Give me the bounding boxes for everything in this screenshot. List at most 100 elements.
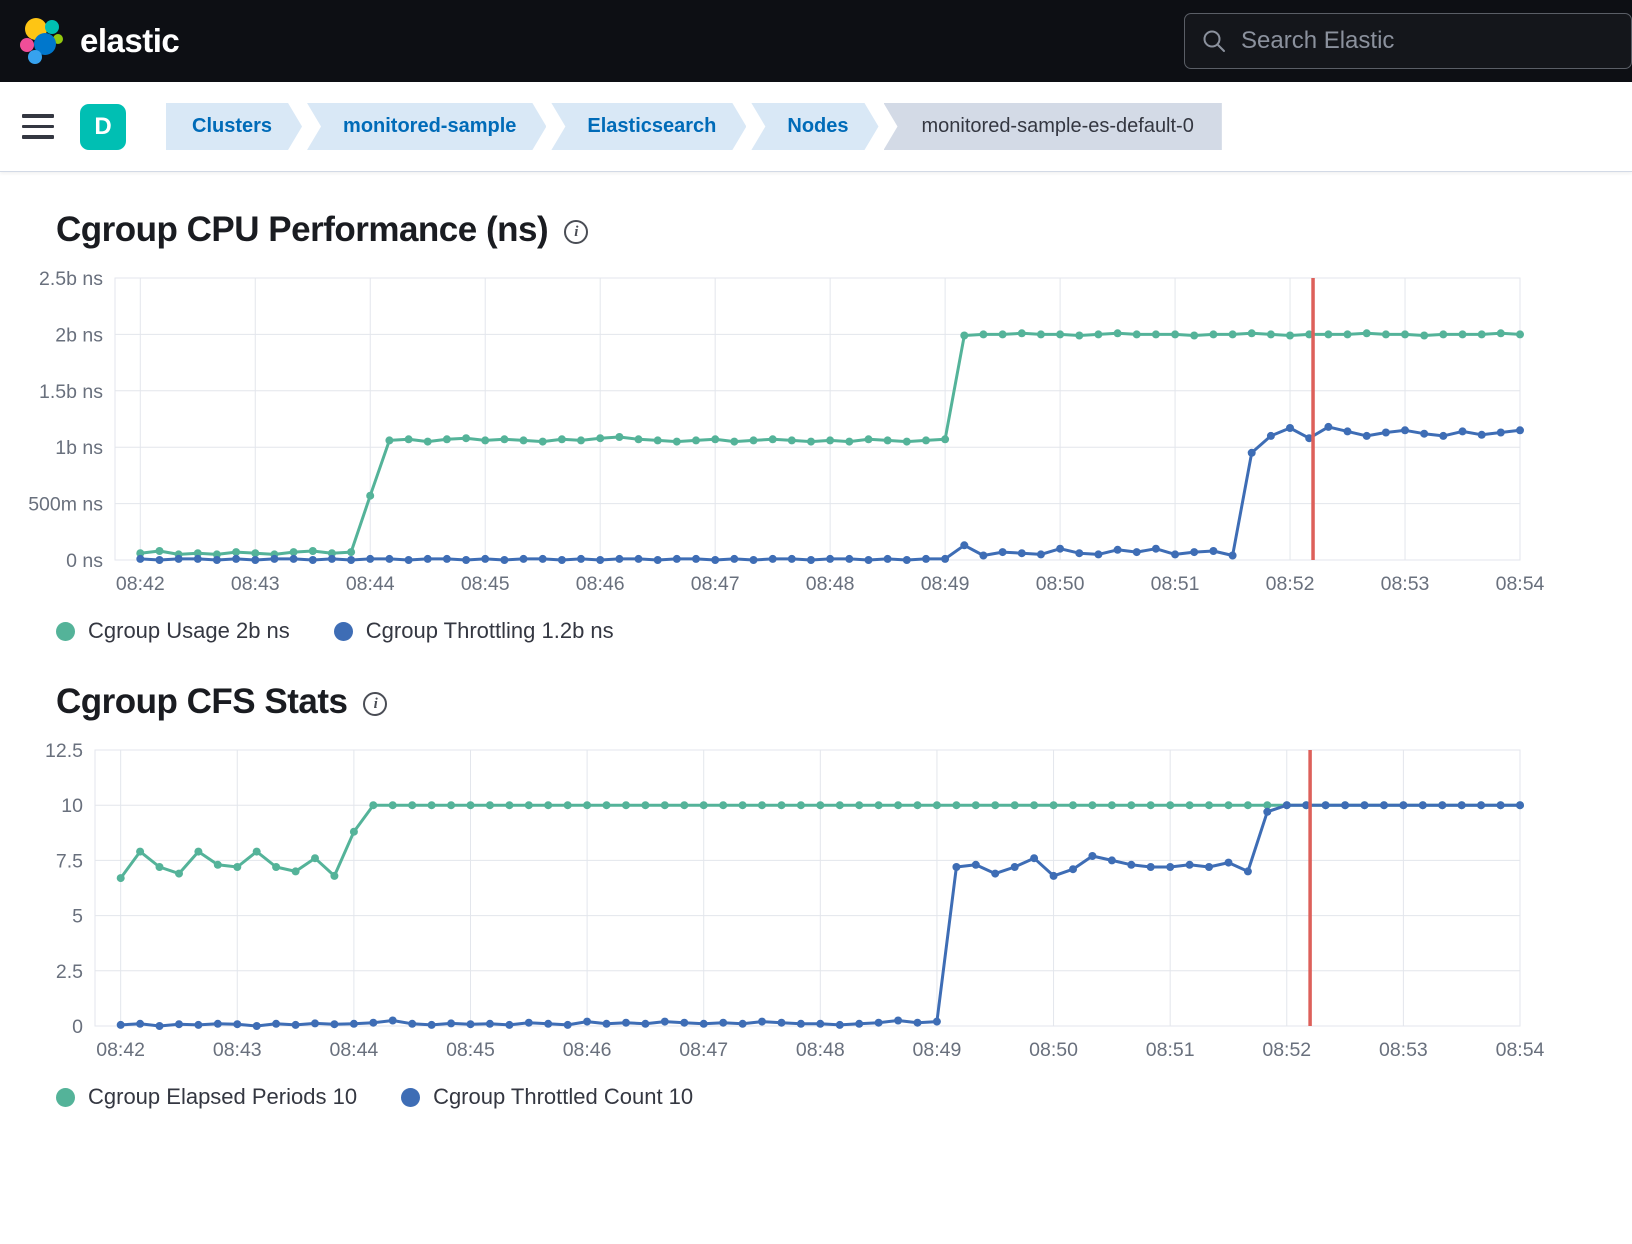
series-point[interactable] xyxy=(1185,860,1194,869)
series-point[interactable] xyxy=(1381,330,1390,339)
series-point[interactable] xyxy=(749,556,758,564)
series-point[interactable] xyxy=(1341,801,1350,810)
series-point[interactable] xyxy=(1282,801,1291,810)
series-point[interactable] xyxy=(1362,329,1371,338)
series-point[interactable] xyxy=(1401,330,1409,339)
series-point[interactable] xyxy=(251,556,260,564)
legend-item[interactable]: Cgroup Usage 2b ns xyxy=(56,618,290,644)
info-icon[interactable]: i xyxy=(564,220,589,244)
series-point[interactable] xyxy=(462,556,471,564)
series-point[interactable] xyxy=(680,801,689,810)
series-point[interactable] xyxy=(577,554,585,563)
series-point[interactable] xyxy=(175,869,183,878)
series-point[interactable] xyxy=(1146,801,1155,810)
series-point[interactable] xyxy=(835,801,844,810)
series-point[interactable] xyxy=(711,556,720,564)
series-point[interactable] xyxy=(1477,801,1486,810)
series-point[interactable] xyxy=(1049,801,1058,810)
series-point[interactable] xyxy=(466,801,475,810)
series-point[interactable] xyxy=(864,556,873,564)
series-point[interactable] xyxy=(1166,863,1175,871)
series-point[interactable] xyxy=(622,1018,630,1027)
series-point[interactable] xyxy=(232,554,241,563)
series-point[interactable] xyxy=(270,554,279,563)
series-point[interactable] xyxy=(883,554,892,563)
series-point[interactable] xyxy=(596,556,605,564)
series-point[interactable] xyxy=(602,801,611,810)
series-point[interactable] xyxy=(768,554,777,563)
series-point[interactable] xyxy=(1457,801,1466,810)
series-point[interactable] xyxy=(519,436,528,445)
series-point[interactable] xyxy=(1036,550,1045,559)
series-point[interactable] xyxy=(1477,330,1486,339)
series-point[interactable] xyxy=(194,847,203,856)
series-point[interactable] xyxy=(1190,548,1199,557)
series-point[interactable] xyxy=(544,1019,553,1028)
series-point[interactable] xyxy=(385,436,394,445)
series-point[interactable] xyxy=(388,1016,397,1025)
series-point[interactable] xyxy=(1263,807,1272,816)
series-point[interactable] xyxy=(369,1018,378,1027)
series-point[interactable] xyxy=(272,1019,281,1028)
series-point[interactable] xyxy=(1458,427,1467,436)
series-point[interactable] xyxy=(1516,801,1524,810)
breadcrumb-item[interactable]: Clusters xyxy=(166,103,302,150)
series-point[interactable] xyxy=(991,801,1000,810)
series-point[interactable] xyxy=(136,549,145,558)
series-point[interactable] xyxy=(998,548,1007,557)
series-point[interactable] xyxy=(404,435,413,444)
series-point[interactable] xyxy=(1146,863,1155,871)
series-point[interactable] xyxy=(1399,801,1408,810)
series-point[interactable] xyxy=(289,548,298,557)
series-point[interactable] xyxy=(641,1019,650,1028)
series-point[interactable] xyxy=(505,1020,514,1029)
series-point[interactable] xyxy=(538,554,547,563)
series-point[interactable] xyxy=(1224,801,1233,810)
series-point[interactable] xyxy=(971,801,980,810)
series-point[interactable] xyxy=(1324,330,1333,339)
series-point[interactable] xyxy=(758,801,766,810)
series-point[interactable] xyxy=(289,554,298,563)
series-point[interactable] xyxy=(466,1020,475,1029)
series-point[interactable] xyxy=(932,801,941,810)
series-point[interactable] xyxy=(913,1018,922,1027)
series-point[interactable] xyxy=(855,1019,864,1028)
series-point[interactable] xyxy=(369,801,378,810)
series-point[interactable] xyxy=(427,801,436,810)
series-point[interactable] xyxy=(730,437,739,446)
series-point[interactable] xyxy=(1321,801,1330,810)
series-point[interactable] xyxy=(902,556,911,564)
info-icon[interactable]: i xyxy=(363,692,388,716)
series-point[interactable] xyxy=(347,556,356,564)
series-point[interactable] xyxy=(544,801,553,810)
series-point[interactable] xyxy=(385,554,394,563)
series-point[interactable] xyxy=(327,549,336,558)
series-point[interactable] xyxy=(136,1019,145,1028)
series-point[interactable] xyxy=(366,554,375,563)
series-point[interactable] xyxy=(213,860,222,869)
series-point[interactable] xyxy=(1171,550,1180,559)
series-point[interactable] xyxy=(835,1020,844,1029)
series-point[interactable] xyxy=(583,1017,592,1026)
series-point[interactable] xyxy=(232,548,241,557)
series-point[interactable] xyxy=(349,827,358,836)
series-point[interactable] xyxy=(1010,801,1019,810)
series-point[interactable] xyxy=(894,1016,903,1025)
menu-toggle-icon[interactable] xyxy=(16,105,60,149)
series-point[interactable] xyxy=(1266,330,1275,339)
series-point[interactable] xyxy=(1107,856,1116,865)
series-point[interactable] xyxy=(1228,330,1237,339)
series-point[interactable] xyxy=(327,554,336,563)
series-point[interactable] xyxy=(796,1019,805,1028)
series-point[interactable] xyxy=(251,549,260,558)
series-point[interactable] xyxy=(653,436,662,445)
series-point[interactable] xyxy=(826,554,835,563)
series-point[interactable] xyxy=(1247,448,1256,457)
series-point[interactable] xyxy=(979,551,988,560)
series-point[interactable] xyxy=(1205,801,1213,810)
breadcrumb-item[interactable]: Nodes xyxy=(751,103,878,150)
series-point[interactable] xyxy=(894,801,903,810)
series-point[interactable] xyxy=(816,1019,825,1028)
series-point[interactable] xyxy=(213,1019,222,1028)
series-point[interactable] xyxy=(423,437,432,446)
